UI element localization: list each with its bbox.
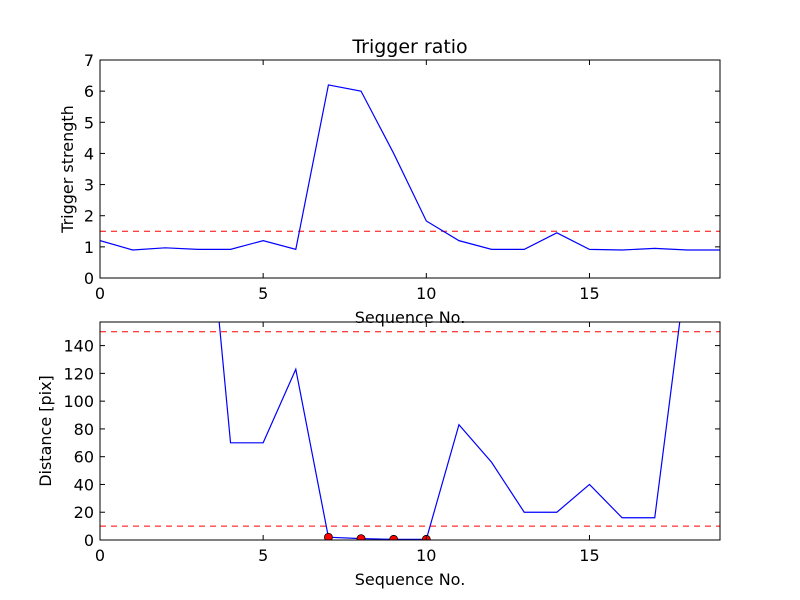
bottom-ytick-label: 0: [84, 531, 94, 550]
top-axes-frame: [99, 59, 721, 279]
top-ytick-label: 4: [84, 144, 94, 163]
top-xtick-label: 10: [416, 284, 436, 303]
top-ytick-label: 0: [84, 269, 94, 288]
top-xlabel: Sequence No.: [355, 308, 466, 327]
bottom-subplot: 0 5 10 15 0 20 40 60 80 100 120 140 Sequence No. Di…: [36, 321, 721, 589]
bottom-marker-point: [356, 534, 366, 540]
top-ytick-label: 7: [84, 51, 94, 70]
top-xtick-label: 5: [258, 284, 268, 303]
bottom-ticks: 0 5 10 15 0 20 40 60 80 100 120 140: [63, 322, 720, 565]
bottom-xtick-label: 15: [579, 546, 599, 565]
top-xtick-label: 0: [95, 284, 105, 303]
top-title: Trigger ratio: [351, 36, 467, 58]
top-xtick-label: 15: [579, 284, 599, 303]
bottom-ytick-label: 140: [63, 337, 94, 356]
bottom-plot-area: [100, 322, 720, 540]
bottom-series-line-0: [218, 322, 681, 540]
bottom-xlabel: Sequence No.: [355, 570, 466, 589]
top-series-line-0: [100, 84, 720, 251]
bottom-xtick-label: 0: [95, 546, 105, 565]
top-plot-area: [100, 84, 720, 251]
bottom-ylabel: Distance [pix]: [36, 375, 55, 487]
bottom-marker-point: [324, 532, 333, 540]
top-ytick-label: 3: [84, 176, 94, 195]
bottom-axes-frame: [99, 321, 721, 541]
top-ytick-label: 1: [84, 238, 94, 257]
top-subplot: 0 5 10 15 0 1 2 3 4 5 6 7 Trigger ratio Sequence No…: [58, 36, 721, 327]
bottom-ytick-label: 60: [74, 448, 94, 467]
bottom-ytick-label: 40: [74, 475, 94, 494]
top-ytick-label: 2: [84, 207, 94, 226]
bottom-ytick-label: 80: [74, 420, 94, 439]
bottom-ytick-label: 100: [63, 392, 94, 411]
top-ytick-label: 5: [84, 113, 94, 132]
bottom-ytick-label: 120: [63, 364, 94, 383]
bottom-marker-point: [389, 534, 399, 540]
top-ytick-label: 6: [84, 82, 94, 101]
bottom-ytick-label: 20: [74, 503, 94, 522]
top-ylabel: Trigger strength: [58, 105, 77, 234]
top-ticks: 0 5 10 15 0 1 2 3 4 5 6 7: [84, 51, 720, 303]
bottom-xtick-label: 10: [416, 546, 436, 565]
bottom-xtick-label: 5: [258, 546, 268, 565]
